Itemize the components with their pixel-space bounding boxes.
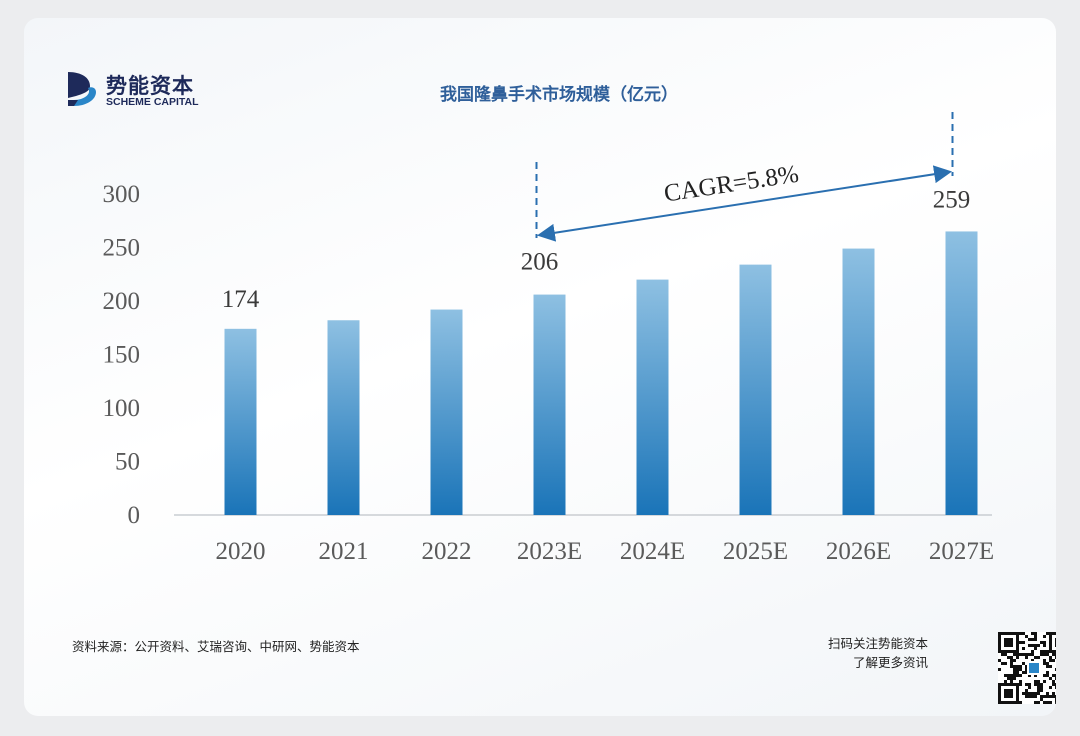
bar-2021 <box>327 320 360 515</box>
brand-name-en: SCHEME CAPITAL <box>106 96 199 108</box>
brand-name-cn: 势能资本 <box>106 74 194 98</box>
y-tick-label: 300 <box>103 181 141 208</box>
x-tick-label: 2021 <box>319 538 369 565</box>
x-tick-label: 2024E <box>620 538 685 565</box>
y-tick-label: 100 <box>103 395 141 422</box>
x-tick-label: 2023E <box>517 538 582 565</box>
x-tick-label: 2020 <box>216 538 266 565</box>
bar-2025E <box>739 264 772 515</box>
brand-logo: 势能资本 SCHEME CAPITAL <box>64 70 224 110</box>
x-tick-label: 2027E <box>929 538 994 565</box>
qr-caption-line-1: 扫码关注势能资本 <box>827 636 928 651</box>
qr-caption: 扫码关注势能资本 了解更多资讯 <box>828 634 928 672</box>
y-tick-label: 200 <box>103 288 141 315</box>
y-tick-label: 50 <box>115 449 140 476</box>
data-label: 206 <box>521 249 559 276</box>
data-label: 174 <box>222 286 260 313</box>
chart-card: 势能资本 SCHEME CAPITAL 我国隆鼻手术市场规模（亿元） 0 50 10… <box>24 18 1056 716</box>
bar-2026E <box>842 248 875 515</box>
bar-2023E <box>533 294 566 515</box>
bar-chart: 0 50 100 150 200 250 300 2020 2021 2022 2023E 2024… <box>103 112 994 565</box>
cagr-label: CAGR=5.8% <box>662 161 800 208</box>
x-tick-label: 2022 <box>422 538 472 565</box>
brand-logo-icon <box>68 72 96 106</box>
chart-title: 我国隆鼻手术市场规模（亿元） <box>440 85 678 105</box>
y-tick-label: 0 <box>128 502 141 529</box>
bar-2024E <box>636 279 669 515</box>
bar-2027E <box>945 231 978 515</box>
data-label: 259 <box>933 186 971 213</box>
bar-2022 <box>430 309 463 515</box>
qr-code-icon[interactable] <box>998 632 1056 704</box>
source-note: 资料来源：公开资料、艾瑞咨询、中研网、势能资本 <box>72 639 360 654</box>
x-tick-label: 2026E <box>826 538 891 565</box>
x-tick-label: 2025E <box>723 538 788 565</box>
bar-2020 <box>224 328 257 515</box>
y-tick-label: 150 <box>103 342 141 369</box>
qr-caption-line-2: 了解更多资讯 <box>852 655 928 670</box>
cagr-arrow <box>536 165 953 242</box>
y-tick-label: 250 <box>103 235 141 262</box>
